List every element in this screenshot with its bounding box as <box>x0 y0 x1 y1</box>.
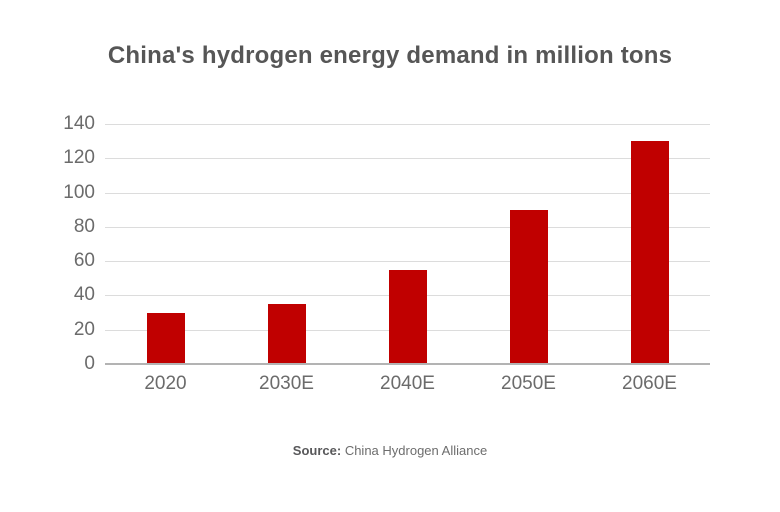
source-note: Source: China Hydrogen Alliance <box>0 443 780 458</box>
bar <box>146 312 185 364</box>
source-label: Source: <box>292 443 342 458</box>
bar-slot <box>347 124 468 364</box>
bar-slot <box>589 124 710 364</box>
y-tick-label: 20 <box>73 318 95 340</box>
x-tick-label: 2060E <box>622 373 677 394</box>
bar-slot <box>105 124 226 364</box>
y-tick-label: 120 <box>63 147 95 169</box>
x-tick-label: 2020 <box>144 373 187 394</box>
y-tick-label: 80 <box>73 215 95 237</box>
gridline <box>105 124 710 125</box>
gridline <box>105 192 710 194</box>
bars-layer <box>105 124 710 364</box>
y-tick-label: 100 <box>63 181 95 203</box>
y-tick-label: 40 <box>73 284 95 306</box>
bar-slot <box>468 124 589 364</box>
bar <box>509 209 548 364</box>
x-axis: 2020 2030E 2040E 2050E 2060E <box>105 373 710 395</box>
x-tick-label: 2030E <box>259 373 314 394</box>
bar-slot <box>226 124 347 364</box>
x-tick-label: 2040E <box>380 373 435 394</box>
gridline <box>105 261 710 263</box>
source-text: China Hydrogen Alliance <box>341 443 488 458</box>
y-tick-label: 140 <box>63 113 95 134</box>
bar <box>388 269 427 364</box>
gridline <box>105 158 710 160</box>
bar <box>630 141 669 364</box>
gridline <box>105 226 710 228</box>
x-axis-baseline <box>105 363 710 365</box>
bar <box>267 304 306 364</box>
chart-title: China's hydrogen energy demand in millio… <box>107 42 673 69</box>
y-tick-label: 0 <box>84 353 95 374</box>
y-tick-label: 60 <box>73 250 95 272</box>
x-tick-label: 2050E <box>501 373 556 394</box>
